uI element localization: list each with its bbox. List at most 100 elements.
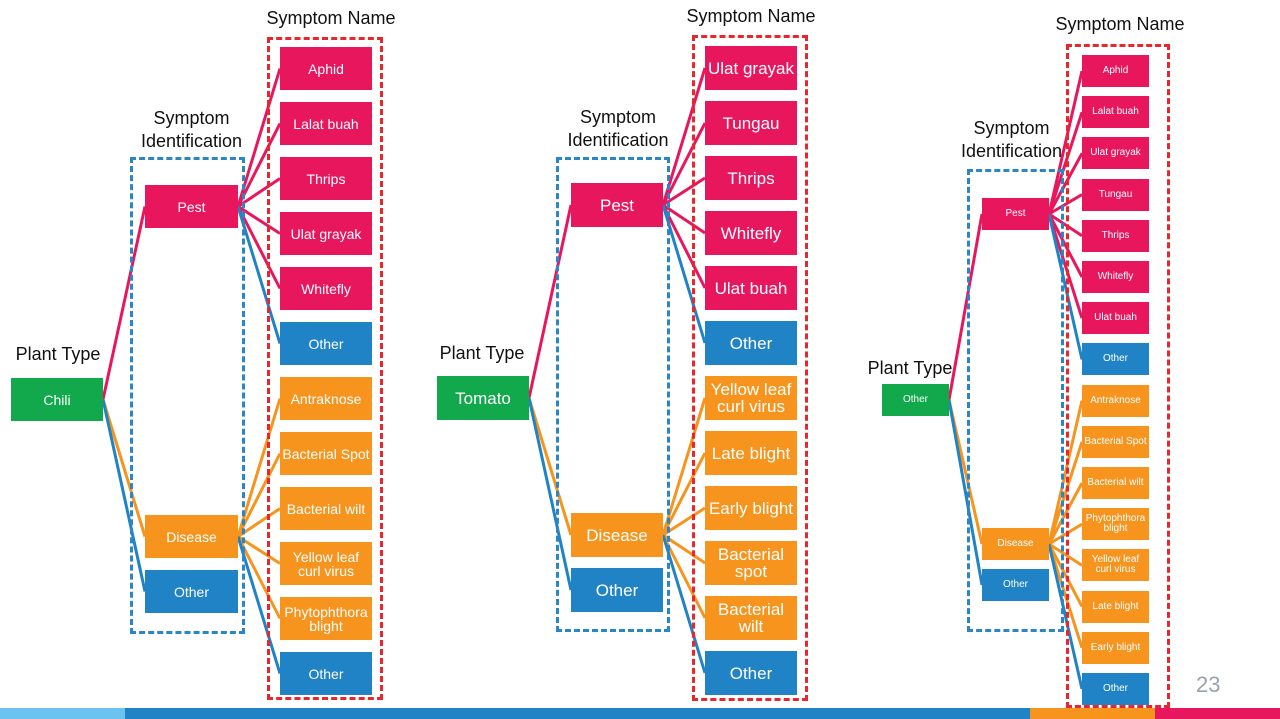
footer-bar-pink [1155, 708, 1280, 719]
symptom-node-tungau: Tungau [1082, 179, 1149, 211]
link-ulat-grayak [1047, 152, 1084, 215]
link-lalat-buah [1047, 111, 1084, 215]
identification-node-disease: Disease [571, 513, 663, 557]
link-whitefly [236, 205, 282, 290]
identification-node-other: Other [982, 569, 1049, 601]
symptom-node-bacterial-spot: Bacterial spot [705, 541, 797, 585]
link-aphid [236, 68, 282, 207]
plant-node-other: Other [882, 384, 949, 416]
link-aphid [1047, 70, 1084, 215]
symptom-identification-label: Symptom Identification [960, 118, 1063, 161]
link-late-blight [1047, 543, 1084, 608]
symptom-node-antraknose: Antraknose [280, 377, 372, 420]
symptom-name-label: Symptom Name [1055, 14, 1185, 34]
symptom-node-bacterial-spot: Bacterial Spot [280, 432, 372, 475]
link-ulat-buah [661, 204, 707, 289]
symptom-node-other: Other [705, 321, 797, 365]
identification-node-pest: Pest [145, 185, 238, 228]
symptom-node-tungau: Tungau [705, 101, 797, 145]
identification-node-pest: Pest [571, 183, 663, 227]
link-yellow-leaf-curl-virus [661, 397, 707, 536]
symptom-node-bacterial-spot: Bacterial Spot [1082, 426, 1149, 458]
identification-node-disease: Disease [145, 515, 238, 558]
symptom-node-phytophthora-blight: Phytophthora blight [1082, 508, 1149, 540]
link-phytophthora-blight [236, 535, 282, 620]
identification-node-other: Other [571, 568, 663, 612]
plant-node-tomato: Tomato [437, 376, 529, 420]
symptom-node-yellow-leaf-curl-virus: Yellow leaf curl virus [1082, 549, 1149, 581]
footer-bar-blue [125, 708, 1030, 719]
link-other [661, 204, 707, 344]
link-yellow-leaf-curl-virus [1048, 542, 1083, 567]
symptom-node-bacterial-wilt: Bacterial wilt [1082, 467, 1149, 499]
symptom-node-bacterial-wilt: Bacterial wilt [280, 487, 372, 530]
footer-bar-light [0, 708, 125, 719]
symptom-node-other: Other [280, 322, 372, 365]
link-other [236, 206, 282, 344]
symptom-node-thrips: Thrips [705, 156, 797, 200]
link-late-blight [661, 452, 707, 536]
symptom-node-other: Other [280, 652, 372, 695]
symptom-node-late-blight: Late blight [705, 431, 797, 475]
page-number: 23 [1196, 672, 1221, 697]
footer-bar-orange [1030, 708, 1155, 719]
link-thrips [1048, 212, 1083, 238]
link-bacterial-wilt [1047, 482, 1084, 545]
symptom-node-late-blight: Late blight [1082, 591, 1149, 623]
identification-node-pest: Pest [982, 198, 1049, 230]
link-tungau [1048, 193, 1083, 216]
plant-type-label: Plant Type [15, 344, 101, 364]
link-lalat-buah [236, 122, 282, 208]
link-other [1047, 213, 1084, 360]
link-plant-disease [101, 399, 147, 537]
symptom-node-lalat-buah: Lalat buah [280, 102, 372, 145]
link-other [1047, 543, 1084, 690]
link-plant-pest [947, 213, 984, 401]
symptom-node-yellow-leaf-curl-virus: Yellow leaf curl virus [280, 542, 372, 585]
identification-frame [130, 157, 245, 634]
symptom-node-lalat-buah: Lalat buah [1082, 96, 1149, 128]
link-thrips [237, 177, 281, 208]
symptom-name-frame [1066, 44, 1170, 708]
symptom-node-early-blight: Early blight [705, 486, 797, 530]
link-bacterial-spot [662, 533, 706, 565]
plant-type-label: Plant Type [439, 343, 525, 363]
link-plant-other [101, 399, 147, 592]
link-other [661, 534, 707, 674]
symptom-node-whitefly: Whitefly [280, 267, 372, 310]
link-bacterial-wilt [661, 534, 707, 619]
link-thrips [662, 176, 706, 207]
link-early-blight [1047, 543, 1084, 649]
link-bacterial-spot [1047, 441, 1084, 545]
symptom-node-aphid: Aphid [1082, 55, 1149, 87]
link-early-blight [662, 506, 706, 537]
link-antraknose [236, 398, 282, 537]
plant-type-label: Plant Type [867, 358, 953, 378]
link-other [236, 536, 282, 674]
link-yellow-leaf-curl-virus [237, 535, 281, 565]
symptom-node-ulat-buah: Ulat buah [1082, 302, 1149, 334]
link-whitefly [1047, 213, 1084, 278]
symptom-node-yellow-leaf-curl-virus: Yellow leaf curl virus [705, 376, 797, 420]
symptom-identification-label: Symptom Identification [140, 108, 243, 151]
link-antraknose [1047, 400, 1084, 545]
identification-frame [967, 169, 1064, 632]
symptom-node-aphid: Aphid [280, 47, 372, 90]
symptom-identification-label: Symptom Identification [567, 107, 669, 150]
symptom-node-ulat-grayak: Ulat grayak [1082, 137, 1149, 169]
link-plant-other [947, 399, 984, 586]
link-bacterial-wilt [237, 507, 281, 538]
symptom-node-antraknose: Antraknose [1082, 385, 1149, 417]
link-phytophthora-blight [1048, 522, 1083, 546]
symptom-name-label: Symptom Name [686, 6, 816, 26]
symptom-node-thrips: Thrips [1082, 220, 1149, 252]
symptom-node-early-blight: Early blight [1082, 632, 1149, 664]
symptom-node-other: Other [705, 651, 797, 695]
symptom-node-bacterial-wilt: Bacterial wilt [705, 596, 797, 640]
symptom-node-whitefly: Whitefly [1082, 261, 1149, 293]
link-ulat-buah [1047, 213, 1084, 319]
symptom-node-other: Other [1082, 673, 1149, 705]
link-plant-other [527, 397, 573, 591]
link-whitefly [662, 203, 706, 235]
